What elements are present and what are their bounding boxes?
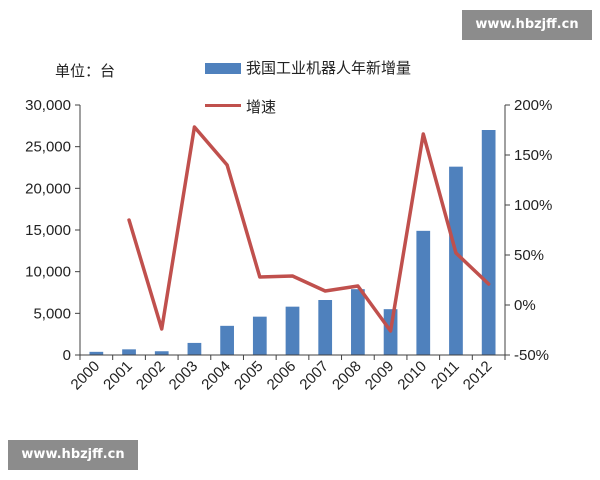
y-left-tick-label: 25,000 [25,139,71,156]
y-left-tick-label: 5,000 [33,305,71,322]
bar-2006 [285,306,300,355]
x-tick-label-2010: 2010 [394,358,430,394]
bar-series [89,130,496,355]
y-right-tick-label: -50% [514,347,549,364]
y-right-tick-label: 0% [514,297,536,314]
legend-line-swatch [205,104,241,107]
y-left-tick-label: 10,000 [25,264,71,281]
y-right-tick-label: 100% [514,197,552,214]
axes [75,104,510,360]
x-tick-label-2008: 2008 [329,358,365,394]
x-tick-label-2006: 2006 [264,358,300,394]
watermark-top: www.hbzjff.cn [462,10,592,40]
bar-2000 [89,351,104,355]
x-tick-label-2011: 2011 [428,358,463,393]
bar-2005 [252,316,267,355]
x-tick-label-2004: 2004 [198,358,234,394]
y-left-tick-label: 15,000 [25,222,71,239]
y-left-tick-label: 0 [63,347,71,364]
bar-2004 [220,325,234,355]
bar-2012 [481,130,496,355]
x-tick-label-2003: 2003 [166,358,202,394]
x-tick-label-2007: 2007 [296,358,332,394]
x-tick-label-2012: 2012 [460,358,496,394]
bar-2001 [122,349,136,355]
x-tick-label-2009: 2009 [362,358,398,394]
legend-bar-swatch [205,63,241,74]
bar-2010 [416,230,431,355]
bar-2002 [154,351,169,355]
x-tick-label-2005: 2005 [231,358,267,394]
bar-2008 [351,289,365,355]
bar-2011 [449,166,463,355]
x-tick-label-2000: 2000 [68,358,104,394]
watermark-bottom: www.hbzjff.cn [8,440,138,470]
x-tick-label-2001: 2001 [100,358,136,394]
growth-line [127,125,491,333]
legend-line-label: 增速 [246,98,277,116]
y-left-tick-label: 30,000 [25,97,71,114]
bar-2007 [318,300,333,355]
x-tick-label-2002: 2002 [133,358,169,394]
y-right-tick-label: 150% [514,147,552,164]
y-left-tick-label: 20,000 [25,180,71,197]
bar-2003 [187,342,202,355]
legend-bar-label: 我国工业机器人年新增量 [246,59,412,77]
line-series [127,125,491,333]
y-right-tick-label: 200% [514,97,552,114]
unit-label: 单位：台 [55,62,116,80]
y-right-tick-label: 50% [514,247,544,264]
